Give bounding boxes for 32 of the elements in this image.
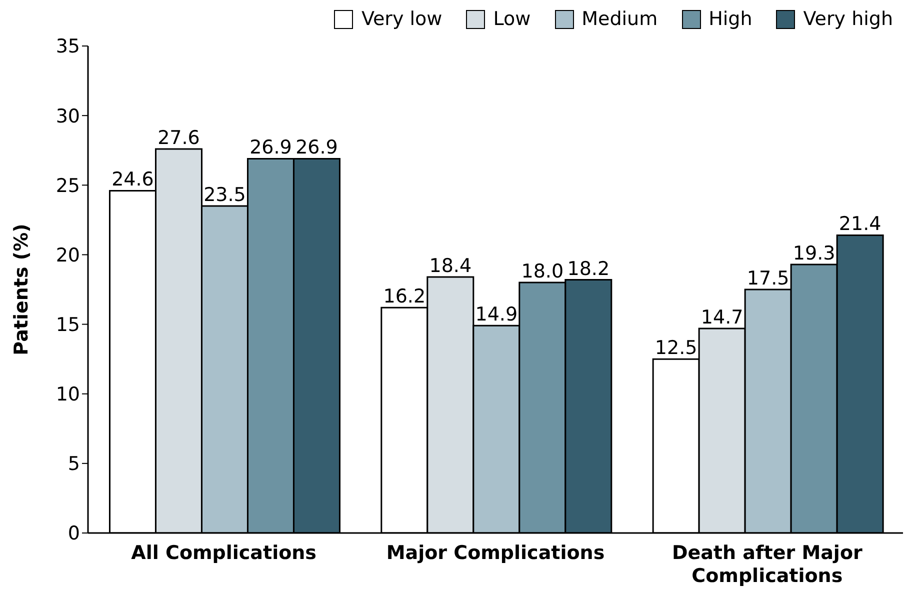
legend-label: High	[708, 8, 752, 30]
data-label: 19.3	[792, 242, 836, 264]
data-label: 21.4	[838, 213, 882, 236]
y-tick-label: 10	[56, 384, 80, 406]
y-tick-label: 30	[56, 105, 80, 128]
data-label: 24.6	[112, 168, 154, 191]
data-label: 18.0	[521, 260, 564, 283]
y-tick-label: 25	[56, 174, 80, 197]
data-label: 18.2	[567, 258, 610, 280]
data-label: 14.9	[475, 304, 518, 326]
y-tick-label: 5	[68, 453, 80, 476]
legend-label: Low	[493, 8, 531, 30]
data-label: 16.2	[383, 286, 426, 308]
legend-label: Medium	[582, 8, 658, 30]
data-label: 26.9	[250, 136, 292, 159]
data-label: 26.9	[296, 136, 338, 159]
data-label: 23.5	[204, 184, 246, 206]
data-label: 18.4	[429, 254, 472, 277]
y-tick-label: 35	[56, 36, 80, 58]
x-tick-label: Major Complications	[386, 542, 605, 564]
data-label: 17.5	[746, 268, 790, 290]
y-tick-label: 20	[56, 244, 80, 266]
data-label: 27.6	[158, 126, 200, 149]
legend-label: Very low	[361, 8, 442, 30]
legend-label: Very high	[803, 8, 893, 30]
y-tick-label: 15	[56, 314, 80, 336]
y-axis-title: Patients (%)	[10, 224, 33, 356]
y-tick-label: 0	[68, 522, 80, 545]
x-tick-label: All Complications	[131, 542, 317, 564]
x-tick-label: Death after Major Complications	[672, 542, 863, 587]
data-label: 14.7	[700, 306, 744, 328]
data-label: 12.5	[654, 337, 698, 360]
